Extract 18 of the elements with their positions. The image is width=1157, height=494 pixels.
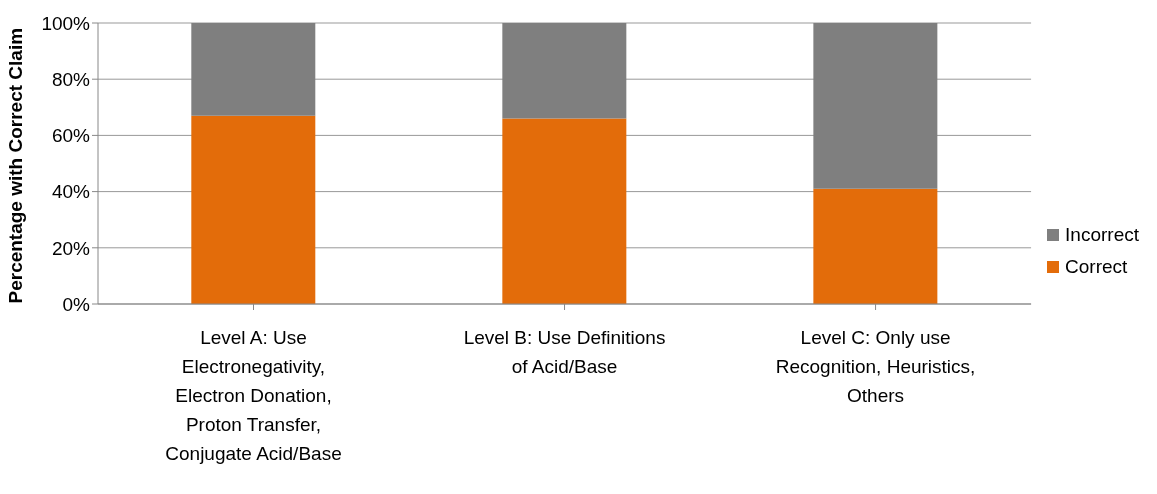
x-tick-label: Level B: Use Definitions of Acid/Base — [463, 327, 666, 377]
x-tick-label: Level A: Use Electronegativity, Electron Donation, Proton Transfer, Conjugate Acid/Base — [165, 327, 342, 464]
bar — [191, 115, 316, 304]
bar — [191, 23, 316, 116]
legend-label: Correct — [1065, 256, 1128, 278]
bar — [813, 188, 938, 304]
x-tick-label: Level C: Only use Recognition, Heuristics, Others — [775, 327, 976, 406]
bar — [502, 23, 627, 119]
y-tick-label: 60% — [51, 125, 91, 147]
y-axis-title: Percentage with Correct Claim — [4, 27, 26, 304]
y-tick-label: 40% — [51, 181, 91, 203]
y-tick-label: 20% — [51, 237, 91, 259]
legend-label: Incorrect — [1065, 224, 1139, 246]
bar — [502, 118, 627, 304]
bar — [813, 23, 938, 189]
y-tick-label: 0% — [62, 293, 91, 315]
y-tick-label: 80% — [51, 68, 91, 90]
y-tick-label: 100% — [41, 12, 91, 34]
